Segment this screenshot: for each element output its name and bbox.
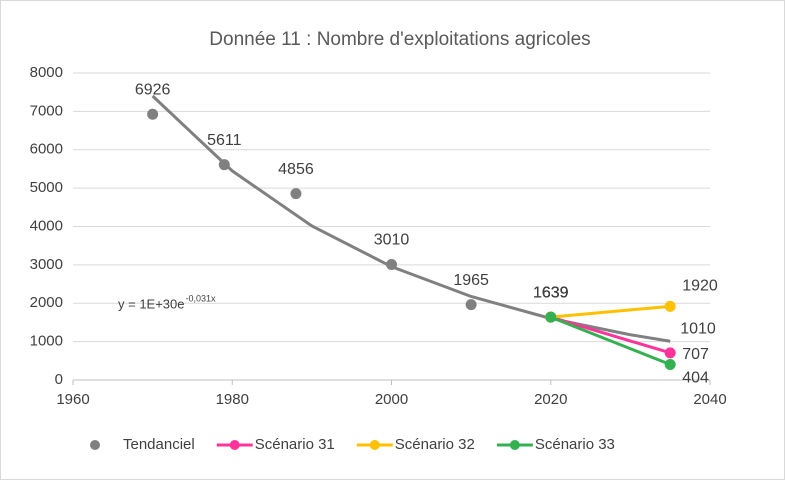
data-point bbox=[218, 159, 230, 171]
series-line bbox=[550, 315, 671, 355]
x-tick-label: 1980 bbox=[216, 391, 249, 408]
trendline bbox=[151, 94, 671, 343]
data-label: 1639 bbox=[533, 284, 569, 301]
legend-marker bbox=[369, 440, 380, 450]
data-label: 1920 bbox=[682, 278, 718, 295]
data-label: 707 bbox=[682, 346, 709, 363]
x-tick-label: 2000 bbox=[375, 391, 408, 408]
y-tick-label: 2000 bbox=[30, 294, 63, 311]
data-label: 1639 bbox=[533, 284, 569, 301]
data-label: 3010 bbox=[374, 232, 410, 249]
y-tick-label: 5000 bbox=[30, 179, 63, 196]
data-point bbox=[386, 258, 397, 270]
series-line bbox=[550, 315, 671, 366]
legend-label: Scénario 32 bbox=[395, 436, 475, 453]
y-tick-label: 3000 bbox=[30, 256, 63, 273]
data-label: 1639 bbox=[533, 284, 569, 301]
data-label: 1965 bbox=[453, 272, 489, 289]
data-label: 5611 bbox=[207, 132, 242, 149]
data-point bbox=[545, 311, 557, 323]
y-tick-label: 0 bbox=[55, 371, 63, 388]
data-label: 6926 bbox=[135, 81, 171, 98]
data-label: 4856 bbox=[278, 161, 314, 178]
data-label: 1639 bbox=[533, 284, 569, 301]
legend-label: Scénario 31 bbox=[255, 436, 335, 453]
legend-marker bbox=[229, 440, 240, 450]
y-tick-label: 7000 bbox=[30, 102, 63, 119]
data-point bbox=[147, 108, 159, 120]
trendline-exponent: -0,031x bbox=[186, 293, 217, 303]
trendline-end-label: 1010 bbox=[680, 320, 716, 337]
data-point bbox=[664, 347, 676, 359]
data-point bbox=[465, 299, 477, 311]
y-tick-label: 6000 bbox=[30, 141, 63, 158]
data-point bbox=[290, 188, 302, 200]
series-line bbox=[550, 304, 671, 319]
x-tick-label: 2040 bbox=[693, 391, 726, 408]
chart-title: Donnée 11 : Nombre d'exploitations agric… bbox=[209, 29, 590, 50]
y-tick-label: 1000 bbox=[30, 333, 63, 350]
legend-label: Scénario 33 bbox=[535, 436, 615, 453]
legend-marker bbox=[509, 440, 520, 450]
data-point bbox=[664, 358, 676, 370]
y-tick-label: 4000 bbox=[30, 217, 63, 234]
data-point bbox=[664, 300, 676, 312]
legend-marker bbox=[90, 440, 100, 450]
x-tick-label: 2020 bbox=[534, 391, 567, 408]
trendline-equation: y = 1E+30e bbox=[118, 296, 185, 311]
legend-label: Tendanciel bbox=[123, 436, 195, 453]
y-tick-label: 8000 bbox=[30, 64, 63, 81]
x-tick-label: 1960 bbox=[56, 391, 89, 408]
data-label: 404 bbox=[682, 370, 709, 387]
